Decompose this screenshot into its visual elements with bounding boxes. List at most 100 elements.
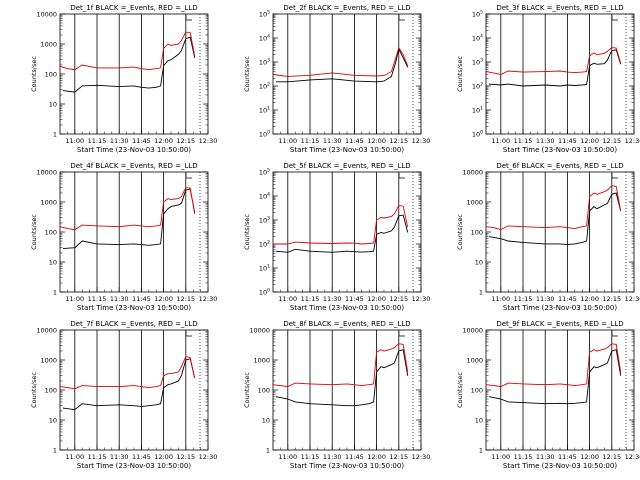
x-tick-label: 12:15 [389, 453, 408, 461]
panel-title: Det_8f BLACK =_Events, RED =_LLD [283, 320, 410, 328]
x-axis-label: Start Time (23-Nov-03 10:50:00) [290, 146, 404, 154]
x-tick-label: 11:30 [110, 295, 129, 303]
y-axis-label: Counts/sec [243, 56, 251, 92]
y-tick-label: 103 [259, 216, 270, 225]
y-tick-label: 100 [472, 130, 483, 139]
x-tick-label: 11:15 [514, 137, 533, 145]
x-tick-label: 12:00 [154, 295, 173, 303]
x-tick-label: 11:45 [132, 453, 151, 461]
x-tick-label: 12:15 [176, 137, 195, 145]
x-tick-label: 12:15 [389, 295, 408, 303]
bracket-marker [611, 173, 618, 179]
x-tick-label: 11:45 [345, 137, 364, 145]
y-tick-label: 1 [53, 131, 57, 139]
x-tick-label: 12:30 [625, 295, 640, 303]
x-axis-label: Start Time (23-Nov-03 10:50:00) [77, 146, 191, 154]
y-tick-label: 103 [259, 58, 270, 67]
x-tick-label: 11:15 [301, 137, 320, 145]
x-tick-label: 11:30 [536, 295, 555, 303]
x-tick-label: 11:45 [558, 295, 577, 303]
bracket-marker [398, 173, 405, 179]
events-series-line [275, 214, 409, 253]
x-tick-label: 12:30 [199, 453, 218, 461]
x-tick-label: 12:00 [580, 137, 599, 145]
x-tick-label: 11:30 [110, 453, 129, 461]
x-tick-label: 12:15 [602, 295, 621, 303]
events-series-line [488, 192, 622, 246]
y-tick-label: 10 [49, 259, 57, 267]
x-tick-label: 12:00 [580, 453, 599, 461]
y-tick-label: 104 [259, 192, 270, 201]
events-series-line [62, 188, 196, 250]
y-tick-label: 101 [259, 264, 270, 273]
y-tick-label: 100 [45, 387, 57, 395]
x-axis-label: Start Time (23-Nov-03 10:50:00) [503, 304, 617, 312]
x-tick-label: 12:30 [412, 137, 431, 145]
x-tick-label: 11:00 [278, 137, 297, 145]
y-axis-label: Counts/sec [30, 56, 38, 92]
x-tick-label: 11:30 [323, 453, 342, 461]
panel-title: Det_6f BLACK =_Events, RED =_LLD [496, 162, 623, 170]
x-tick-label: 11:45 [132, 295, 151, 303]
x-tick-label: 11:00 [65, 137, 84, 145]
x-tick-label: 12:00 [154, 453, 173, 461]
y-tick-label: 10000 [462, 327, 483, 335]
lld-series-line [272, 46, 409, 77]
y-tick-label: 10 [262, 417, 270, 425]
x-axis-label: Start Time (23-Nov-03 10:50:00) [77, 304, 191, 312]
x-axis-label: Start Time (23-Nov-03 10:50:00) [290, 304, 404, 312]
y-tick-label: 102 [472, 82, 483, 91]
panel-title: Det_4f BLACK =_Events, RED =_LLD [70, 162, 197, 170]
y-tick-label: 100 [258, 387, 270, 395]
x-tick-label: 11:15 [88, 295, 107, 303]
y-tick-label: 102 [259, 82, 270, 91]
y-tick-label: 105 [259, 168, 270, 177]
y-tick-label: 1 [53, 447, 57, 455]
lld-series-line [273, 205, 409, 245]
x-tick-label: 11:15 [88, 453, 107, 461]
y-tick-label: 102 [259, 240, 270, 249]
y-tick-label: 100 [45, 229, 57, 237]
y-tick-label: 1 [53, 289, 57, 297]
x-tick-label: 11:45 [558, 453, 577, 461]
x-tick-label: 11:00 [65, 295, 84, 303]
y-tick-label: 10000 [36, 327, 57, 335]
y-tick-label: 100 [471, 387, 483, 395]
x-tick-label: 12:30 [412, 453, 431, 461]
x-tick-label: 11:00 [491, 137, 510, 145]
x-tick-label: 11:00 [491, 295, 510, 303]
y-axis-label: Counts/sec [30, 372, 38, 408]
y-tick-label: 10 [49, 417, 57, 425]
x-tick-label: 11:45 [132, 137, 151, 145]
y-tick-label: 105 [259, 10, 270, 19]
x-tick-label: 11:15 [301, 295, 320, 303]
bracket-marker [398, 15, 405, 21]
bracket-marker [185, 331, 192, 337]
x-tick-label: 12:15 [602, 453, 621, 461]
x-tick-label: 11:30 [323, 137, 342, 145]
events-series-line [488, 49, 622, 87]
y-tick-label: 1000 [466, 357, 483, 365]
x-tick-label: 12:00 [154, 137, 173, 145]
x-tick-label: 11:15 [514, 453, 533, 461]
y-tick-label: 10000 [36, 169, 57, 177]
events-series-line [488, 349, 622, 405]
x-axis-label: Start Time (23-Nov-03 10:50:00) [77, 462, 191, 470]
y-tick-label: 100 [471, 229, 483, 237]
y-tick-label: 100 [45, 71, 57, 79]
panel-1: Det_1f BLACK =_Events, RED =_LLD 1 10 100 10… [30, 4, 217, 154]
y-axis-label: Counts/sec [456, 214, 464, 250]
panel-title: Det_9f BLACK =_Events, RED =_LLD [496, 320, 623, 328]
y-tick-label: 101 [472, 106, 483, 115]
panel-9: Det_9f BLACK =_Events, RED =_LLD 1 10 100 10… [456, 320, 640, 470]
y-tick-label: 10000 [249, 327, 270, 335]
y-axis-label: Counts/sec [456, 56, 464, 92]
lld-series-line [485, 47, 622, 75]
y-tick-label: 1000 [40, 199, 57, 207]
lld-series-line [59, 187, 196, 231]
panel-7: Det_7f BLACK =_Events, RED =_LLD 1 10 100 10… [30, 320, 217, 470]
panel-6: Det_6f BLACK =_Events, RED =_LLD 1 10 100 10… [456, 162, 640, 312]
y-tick-label: 100 [259, 130, 270, 139]
x-tick-label: 12:00 [367, 295, 386, 303]
